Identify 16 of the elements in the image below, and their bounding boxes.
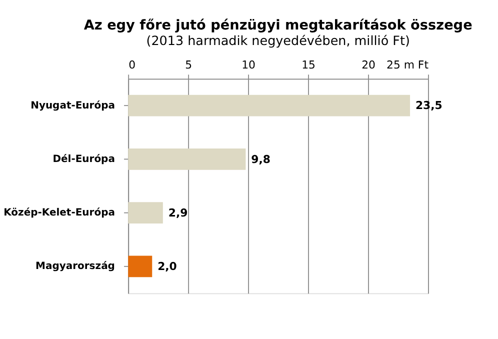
x-tick-label: 20 (362, 58, 376, 72)
x-tick-label: 25 m Ft (386, 58, 430, 72)
chart-subtitle: (2013 harmadik negyedévében, millió Ft) (146, 33, 410, 48)
y-tick-label: Dél-Európa (52, 154, 115, 165)
x-tick-label: 15 (302, 58, 316, 72)
y-tick-label: Magyarország (36, 261, 115, 272)
data-label: 23,5 (415, 99, 442, 112)
y-tick-label: Közép-Kelet-Európa (4, 208, 115, 219)
x-tick-label: 5 (185, 58, 192, 72)
data-label: 9,8 (251, 152, 270, 166)
data-label: 2,9 (168, 206, 188, 220)
chart-title: Az egy főre jutó pénzügyi megtakarítások összege (84, 18, 472, 34)
y-tick-label: Nyugat-Európa (30, 100, 115, 112)
data-label: 2,0 (158, 260, 178, 274)
x-tick-label: 0 (128, 58, 136, 72)
x-tick-label: 10 (242, 58, 256, 72)
